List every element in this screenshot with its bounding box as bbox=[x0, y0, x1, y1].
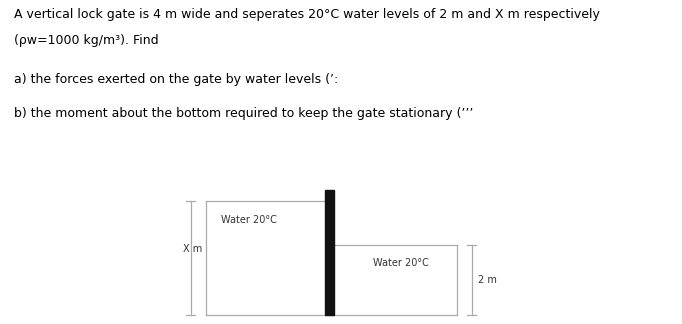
Text: b) the moment about the bottom required to keep the gate stationary (’’’: b) the moment about the bottom required … bbox=[14, 107, 473, 120]
Text: a) the forces exerted on the gate by water levels (’:: a) the forces exerted on the gate by wat… bbox=[14, 73, 338, 86]
Text: Water 20°C: Water 20°C bbox=[221, 214, 277, 225]
Text: 2 m: 2 m bbox=[477, 275, 496, 285]
Text: A vertical lock gate is 4 m wide and seperates 20°C water levels of 2 m and X m : A vertical lock gate is 4 m wide and sep… bbox=[14, 8, 599, 21]
Text: Water 20°C: Water 20°C bbox=[373, 258, 428, 268]
Text: (ρw=1000 kg/m³). Find: (ρw=1000 kg/m³). Find bbox=[14, 34, 158, 47]
Text: X m: X m bbox=[183, 244, 202, 254]
Bar bbox=[325, 190, 334, 315]
